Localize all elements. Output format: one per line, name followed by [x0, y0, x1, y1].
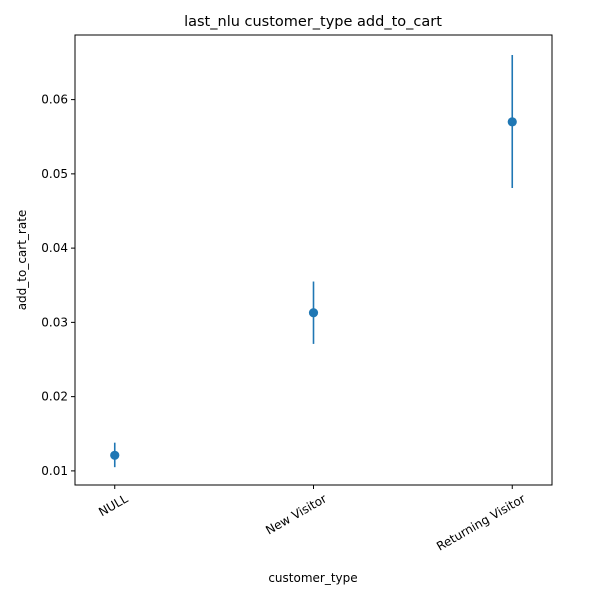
y-tick-label: 0.03 — [41, 315, 68, 329]
x-tick-label: Returning Visitor — [434, 491, 528, 553]
y-tick-label: 0.01 — [41, 464, 68, 478]
y-tick-label: 0.04 — [41, 241, 68, 255]
y-axis: 0.01 0.02 0.03 0.04 0.05 0.06 — [41, 93, 75, 478]
data-point — [110, 450, 120, 460]
plot-area-frame — [74, 34, 553, 486]
x-tick-label: NULL — [96, 491, 130, 519]
data-point — [507, 117, 517, 127]
chart-title: last_nlu customer_type add_to_cart — [184, 14, 442, 30]
x-tick-label: New Visitor — [263, 491, 329, 537]
data-series — [110, 55, 517, 468]
x-axis: NULL New Visitor Returning Visitor — [96, 485, 528, 554]
y-tick-label: 0.06 — [41, 93, 68, 107]
data-point — [308, 308, 319, 318]
y-tick-label: 0.05 — [41, 167, 68, 181]
y-tick-label: 0.02 — [41, 390, 68, 404]
x-axis-label: customer_type — [268, 571, 357, 585]
y-axis-label: add_to_cart_rate — [15, 210, 29, 311]
